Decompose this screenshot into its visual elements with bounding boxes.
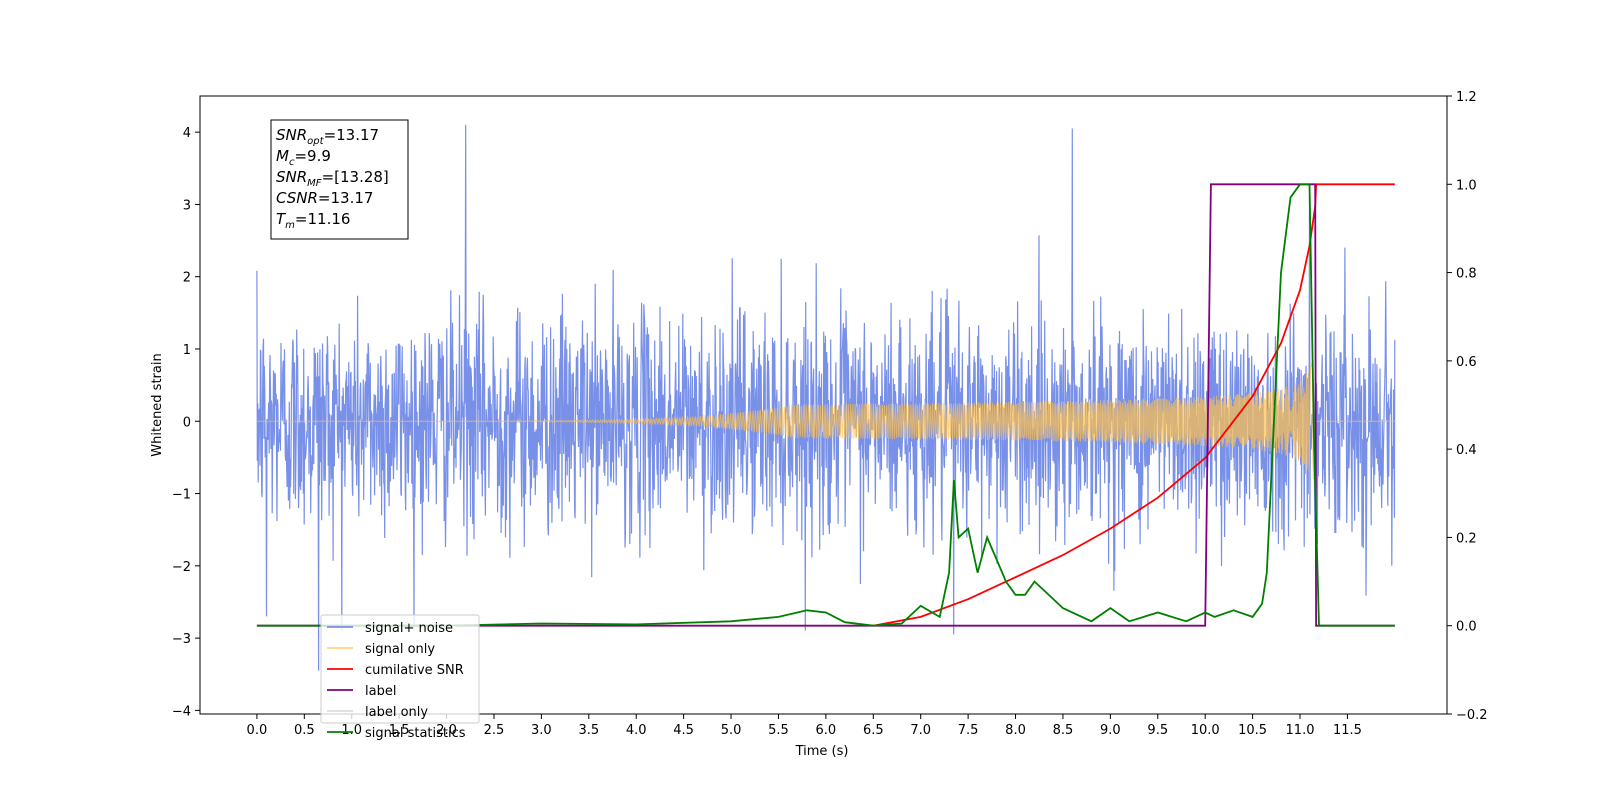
x-axis-label: Time (s) xyxy=(795,744,849,759)
legend-label: signal statistics xyxy=(365,726,466,741)
info-line: Mc=9.9 xyxy=(276,147,331,168)
legend-label: label only xyxy=(365,705,428,720)
y-axis-left: 4 3 2 1 0 −1 −2 −3 −4 xyxy=(172,126,200,719)
legend-frame xyxy=(320,614,480,724)
y2-tick-label: −0.2 xyxy=(1456,708,1488,723)
y2-tick-label: 1.2 xyxy=(1456,90,1477,105)
legend-label: label xyxy=(365,684,396,699)
legend-label: signal+ noise xyxy=(365,621,453,636)
x-tick-label: 8.0 xyxy=(1005,723,1026,738)
y2-tick-label: 1.0 xyxy=(1456,178,1477,193)
y2-tick-label: 0.4 xyxy=(1456,443,1477,458)
series-layer xyxy=(256,124,1396,671)
legend-label: signal only xyxy=(365,642,435,657)
series-line-cumilative-snr xyxy=(873,183,1395,627)
x-tick-label: 10.0 xyxy=(1191,723,1220,738)
y-tick-label: 2 xyxy=(183,271,191,286)
x-tick-label: 7.5 xyxy=(958,723,979,738)
legend-label: cumilative SNR xyxy=(365,663,464,678)
y2-tick-label: 0.0 xyxy=(1456,620,1477,635)
info-line: CSNR=13.17 xyxy=(276,189,373,207)
info-line: SNRopt=13.17 xyxy=(276,126,379,147)
x-tick-label: 9.0 xyxy=(1100,723,1121,738)
x-tick-label: 2.0 xyxy=(436,723,457,738)
y-axis-right: 1.2 1.0 0.8 0.6 0.4 0.2 0.0 −0.2 xyxy=(1447,90,1488,723)
series-line-signal-statistics xyxy=(256,183,1395,627)
y-tick-label: 0 xyxy=(183,415,191,430)
info-line: SNRMF=[13.28] xyxy=(276,168,389,189)
info-line: Tm=11.16 xyxy=(276,210,350,231)
legend: signal+ noise signal only cumilative SNR la… xyxy=(320,614,480,741)
x-tick-label: 7.0 xyxy=(910,723,931,738)
y-tick-label: −3 xyxy=(172,632,191,647)
x-tick-label: 2.5 xyxy=(484,723,505,738)
y-tick-label: −1 xyxy=(172,488,191,503)
x-tick-label: 6.0 xyxy=(816,723,837,738)
x-tick-label: 5.0 xyxy=(721,723,742,738)
x-tick-label: 5.5 xyxy=(768,723,789,738)
y-axis-label: Whitened strain xyxy=(150,353,165,456)
x-tick-label: 4.0 xyxy=(626,723,647,738)
y-tick-label: −4 xyxy=(172,704,191,719)
x-tick-label: 0.0 xyxy=(247,723,268,738)
x-tick-label: 11.0 xyxy=(1286,723,1315,738)
info-annotation-box: SNRopt=13.17Mc=9.9SNRMF=[13.28]CSNR=13.1… xyxy=(270,119,409,240)
y-tick-label: 3 xyxy=(183,198,191,213)
y-tick-label: 4 xyxy=(183,126,191,141)
x-tick-label: 8.5 xyxy=(1053,723,1074,738)
y2-tick-label: 0.6 xyxy=(1456,355,1477,370)
x-tick-label: 4.5 xyxy=(673,723,694,738)
x-tick-label: 10.5 xyxy=(1238,723,1267,738)
series-line-signal-only xyxy=(256,360,1395,479)
info-box-frame xyxy=(270,119,409,240)
y-tick-label: 1 xyxy=(183,343,191,358)
y-tick-label: −2 xyxy=(172,560,191,575)
x-tick-label: 1.0 xyxy=(341,723,362,738)
x-tick-label: 11.5 xyxy=(1333,723,1362,738)
x-tick-label: 6.5 xyxy=(863,723,884,738)
y2-tick-label: 0.8 xyxy=(1456,267,1477,282)
x-tick-label: 3.0 xyxy=(531,723,552,738)
x-tick-label: 3.5 xyxy=(578,723,599,738)
x-axis: 0.0 0.5 1.0 1.5 2.0 2.5 3.0 3.5 4.0 4.5 5.0 5.5 6.0 6… xyxy=(247,714,1362,738)
x-tick-label: 1.5 xyxy=(389,723,410,738)
plot-frame xyxy=(199,95,1448,715)
x-tick-label: 9.5 xyxy=(1147,723,1168,738)
y2-tick-label: 0.2 xyxy=(1456,531,1477,546)
x-tick-label: 0.5 xyxy=(294,723,315,738)
